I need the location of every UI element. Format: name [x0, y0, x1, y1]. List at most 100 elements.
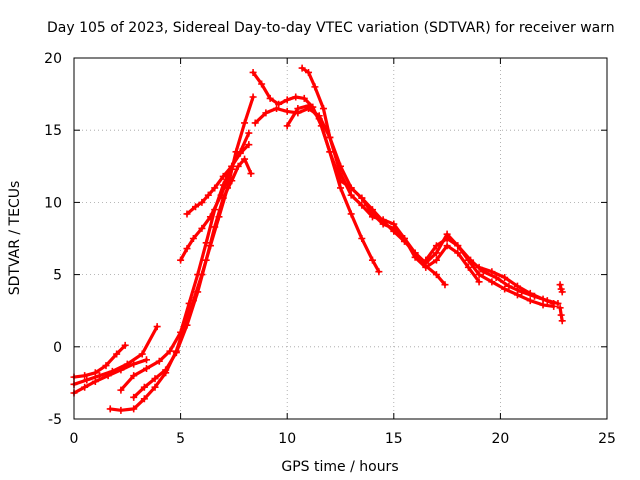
data-point	[91, 377, 99, 385]
data-point	[358, 194, 366, 202]
data-point	[283, 107, 291, 115]
series-track	[249, 68, 383, 276]
data-point	[102, 362, 110, 370]
data-point	[347, 191, 355, 199]
data-point	[106, 405, 114, 413]
data-point	[539, 295, 547, 303]
data-point	[91, 369, 99, 377]
data-point	[228, 162, 236, 170]
data-point	[162, 366, 170, 374]
data-point	[305, 68, 313, 76]
data-point	[183, 245, 191, 253]
data-point	[142, 356, 150, 364]
data-point	[245, 129, 253, 137]
data-point	[211, 223, 219, 231]
data-point	[183, 321, 191, 329]
data-point	[347, 210, 355, 218]
data-point	[130, 405, 138, 413]
series-track	[70, 341, 129, 381]
data-point	[228, 177, 236, 185]
data-point	[177, 256, 185, 264]
data-point	[202, 256, 210, 264]
data-point	[326, 148, 334, 156]
data-point	[117, 406, 125, 414]
data-point	[140, 395, 148, 403]
data-point	[400, 235, 408, 242]
data-point	[219, 172, 227, 180]
data-point	[294, 105, 302, 113]
data-point	[337, 184, 344, 192]
x-axis-ticks: 0 5 10 15 20 25	[70, 58, 616, 447]
data-point	[198, 224, 206, 232]
data-point	[475, 263, 483, 271]
data-point	[556, 304, 564, 312]
data-point	[283, 96, 291, 104]
data-point	[81, 383, 89, 391]
data-point	[441, 281, 449, 289]
data-point	[247, 170, 255, 178]
data-point	[192, 203, 200, 211]
data-point	[81, 372, 89, 380]
data-point	[194, 288, 202, 296]
data-point	[172, 349, 180, 357]
data-point	[183, 210, 191, 218]
data-point	[501, 273, 509, 281]
data-point	[130, 393, 138, 401]
data-series	[70, 64, 566, 414]
x-tick-label: 0	[70, 431, 79, 447]
data-point	[249, 93, 257, 101]
data-point	[501, 285, 509, 293]
data-point	[488, 278, 496, 286]
data-point	[432, 242, 440, 250]
data-point	[375, 268, 383, 276]
data-point	[104, 372, 112, 380]
data-point	[217, 191, 225, 199]
data-point	[475, 271, 483, 279]
data-point	[513, 291, 521, 299]
data-point	[251, 119, 259, 127]
y-tick-label: -5	[48, 412, 62, 428]
data-point	[249, 68, 257, 76]
data-point	[262, 109, 270, 117]
data-point	[368, 213, 376, 221]
data-point	[275, 100, 283, 108]
series-track	[177, 165, 236, 264]
data-point	[155, 357, 163, 365]
series-track	[475, 263, 558, 307]
data-point	[121, 341, 129, 349]
data-point	[83, 376, 91, 384]
data-point	[411, 249, 419, 257]
y-tick-label: 15	[44, 123, 62, 139]
series-track	[556, 281, 566, 296]
data-point	[488, 268, 496, 276]
grid	[74, 58, 607, 419]
data-point	[475, 278, 483, 286]
plot-area-frame	[73, 57, 608, 420]
data-point	[153, 323, 161, 331]
data-point	[245, 141, 253, 149]
data-point	[550, 299, 558, 307]
data-point	[236, 148, 244, 156]
data-point	[298, 64, 306, 72]
data-point	[202, 239, 210, 247]
data-point	[558, 317, 566, 325]
data-point	[390, 220, 398, 228]
data-point	[194, 271, 202, 279]
x-axis-title: GPS time / hours	[281, 459, 398, 475]
x-tick-label: 15	[385, 431, 403, 447]
data-point	[266, 94, 274, 102]
series-line	[132, 157, 253, 399]
data-point	[142, 364, 150, 372]
data-point	[526, 289, 534, 297]
data-point	[283, 122, 291, 130]
data-point	[166, 347, 174, 355]
data-point	[422, 256, 430, 264]
x-tick-label: 10	[278, 431, 296, 447]
data-point	[234, 162, 242, 170]
series-line	[285, 104, 481, 284]
chart-title: Day 105 of 2023, Sidereal Day-to-day VTE…	[47, 20, 615, 36]
data-point	[241, 119, 249, 127]
data-point	[241, 155, 249, 163]
data-point	[198, 198, 206, 206]
